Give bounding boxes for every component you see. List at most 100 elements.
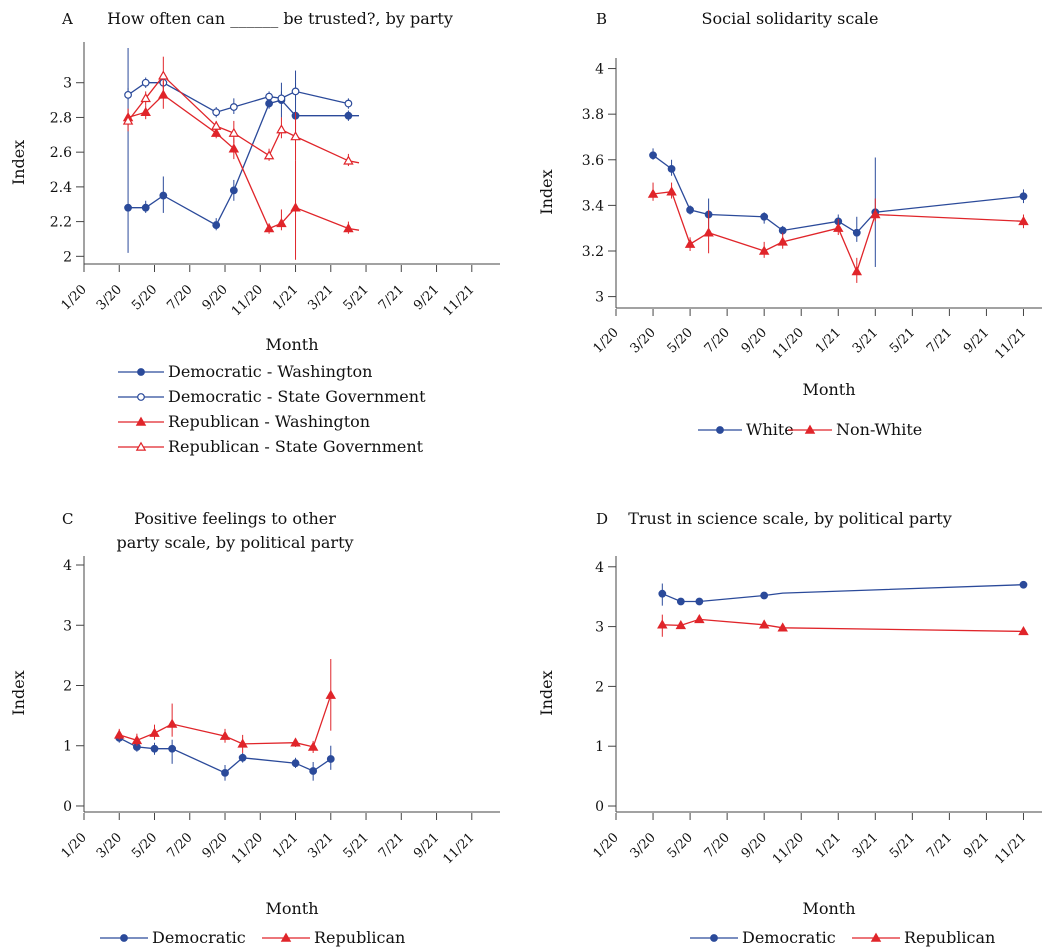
y-tick-label: 2.2 bbox=[50, 215, 72, 231]
x-tick-label: 3/20 bbox=[628, 830, 659, 861]
legend-label: White bbox=[746, 420, 794, 439]
data-point bbox=[166, 718, 178, 728]
data-point bbox=[210, 127, 222, 137]
x-axis-label: Month bbox=[265, 899, 318, 918]
legend-marker bbox=[137, 393, 145, 401]
data-point bbox=[168, 744, 177, 753]
data-point bbox=[1019, 192, 1028, 201]
x-tick-label: 3/21 bbox=[850, 325, 881, 356]
data-point bbox=[263, 223, 275, 233]
x-tick-label: 1/20 bbox=[59, 282, 90, 313]
data-point bbox=[309, 767, 318, 775]
data-point bbox=[228, 127, 240, 137]
legend-label: Democratic - State Government bbox=[168, 387, 426, 406]
y-tick-label: 1 bbox=[595, 739, 604, 755]
chart-title: Trust in science scale, by political par… bbox=[628, 509, 952, 528]
x-tick-label: 3/21 bbox=[305, 282, 336, 313]
data-point bbox=[649, 151, 657, 160]
x-tick-label: 9/20 bbox=[739, 325, 770, 356]
data-point bbox=[777, 236, 788, 246]
legend: Democratic - Washington Democratic - Stat… bbox=[118, 362, 426, 456]
legend-marker bbox=[135, 416, 147, 426]
data-point bbox=[307, 741, 319, 751]
data-point bbox=[124, 203, 132, 212]
legend-marker bbox=[137, 368, 145, 376]
x-axis-label: Month bbox=[265, 335, 318, 354]
legend-label: Republican - State Government bbox=[168, 437, 424, 456]
x-tick-label: 3/20 bbox=[94, 830, 125, 861]
data-point bbox=[277, 94, 286, 103]
series-line bbox=[128, 99, 359, 226]
series-non-white bbox=[647, 182, 1029, 283]
x-tick-label: 3/21 bbox=[305, 830, 336, 861]
data-point bbox=[276, 124, 287, 134]
data-point bbox=[237, 738, 248, 748]
data-point bbox=[851, 266, 863, 276]
x-tick-label: 9/21 bbox=[411, 830, 442, 861]
legend-label: Non-White bbox=[836, 420, 922, 439]
data-point bbox=[1019, 580, 1028, 589]
y-tick-label: 3 bbox=[595, 620, 604, 636]
data-point bbox=[343, 155, 354, 165]
data-point bbox=[684, 238, 696, 248]
data-point bbox=[212, 108, 221, 117]
y-tick-label: 4 bbox=[63, 558, 72, 574]
series-democratic-state-government bbox=[124, 75, 353, 118]
legend: Democratic Republican bbox=[690, 928, 995, 947]
x-tick-label: 5/20 bbox=[129, 830, 160, 861]
data-point bbox=[325, 689, 337, 699]
data-point bbox=[658, 589, 667, 598]
series-democratic bbox=[658, 580, 1028, 606]
x-axis-label: Month bbox=[802, 380, 855, 399]
x-tick-label: 5/20 bbox=[129, 282, 160, 313]
x-tick-label: 7/20 bbox=[702, 830, 733, 861]
x-tick-label: 11/21 bbox=[441, 282, 478, 319]
data-point bbox=[221, 768, 229, 777]
x-tick-label: 11/20 bbox=[229, 830, 266, 867]
x-tick-label: 7/20 bbox=[164, 830, 195, 861]
y-tick-label: 3.2 bbox=[582, 244, 604, 260]
x-tick-label: 7/21 bbox=[924, 325, 955, 356]
data-point bbox=[291, 759, 300, 768]
data-point bbox=[344, 111, 353, 120]
x-tick-label: 9/20 bbox=[200, 282, 231, 313]
data-point bbox=[703, 227, 714, 237]
data-point bbox=[149, 727, 160, 737]
y-tick-label: 3.4 bbox=[582, 198, 604, 214]
x-axis-label: Month bbox=[802, 899, 855, 918]
data-point bbox=[140, 106, 151, 116]
x-tick-label: 5/21 bbox=[887, 325, 918, 356]
y-tick-label: 4 bbox=[595, 560, 604, 576]
y-tick-label: 3 bbox=[63, 618, 72, 634]
x-tick-label: 1/21 bbox=[813, 325, 844, 356]
x-tick-label: 3/20 bbox=[628, 325, 659, 356]
data-point bbox=[695, 597, 704, 606]
data-point bbox=[326, 755, 335, 763]
legend-label: Republican bbox=[904, 928, 995, 947]
legend: Democratic Republican bbox=[100, 928, 405, 947]
data-point bbox=[265, 99, 273, 108]
data-point bbox=[675, 619, 687, 630]
series-line bbox=[652, 190, 1024, 274]
data-point bbox=[657, 619, 668, 629]
legend-marker bbox=[120, 934, 128, 942]
series-democratic bbox=[115, 733, 335, 781]
panel-letter: D bbox=[596, 510, 608, 528]
data-point bbox=[647, 188, 659, 198]
x-tick-label: 5/21 bbox=[341, 830, 372, 861]
data-point bbox=[290, 737, 301, 747]
x-tick-label: 7/21 bbox=[376, 830, 407, 861]
series-republican-washington bbox=[122, 80, 360, 260]
y-tick-label: 3 bbox=[595, 290, 604, 306]
data-point bbox=[150, 744, 159, 753]
data-point bbox=[210, 120, 222, 130]
x-tick-label: 7/20 bbox=[164, 282, 195, 313]
data-point bbox=[870, 209, 881, 219]
data-point bbox=[219, 730, 231, 740]
data-point bbox=[131, 734, 143, 745]
y-tick-label: 3.6 bbox=[582, 153, 604, 169]
series-republican bbox=[657, 614, 1029, 637]
data-point bbox=[344, 99, 353, 108]
y-tick-label: 3 bbox=[63, 76, 72, 92]
chart-title: How often can ______ be trusted?, by par… bbox=[107, 9, 453, 28]
